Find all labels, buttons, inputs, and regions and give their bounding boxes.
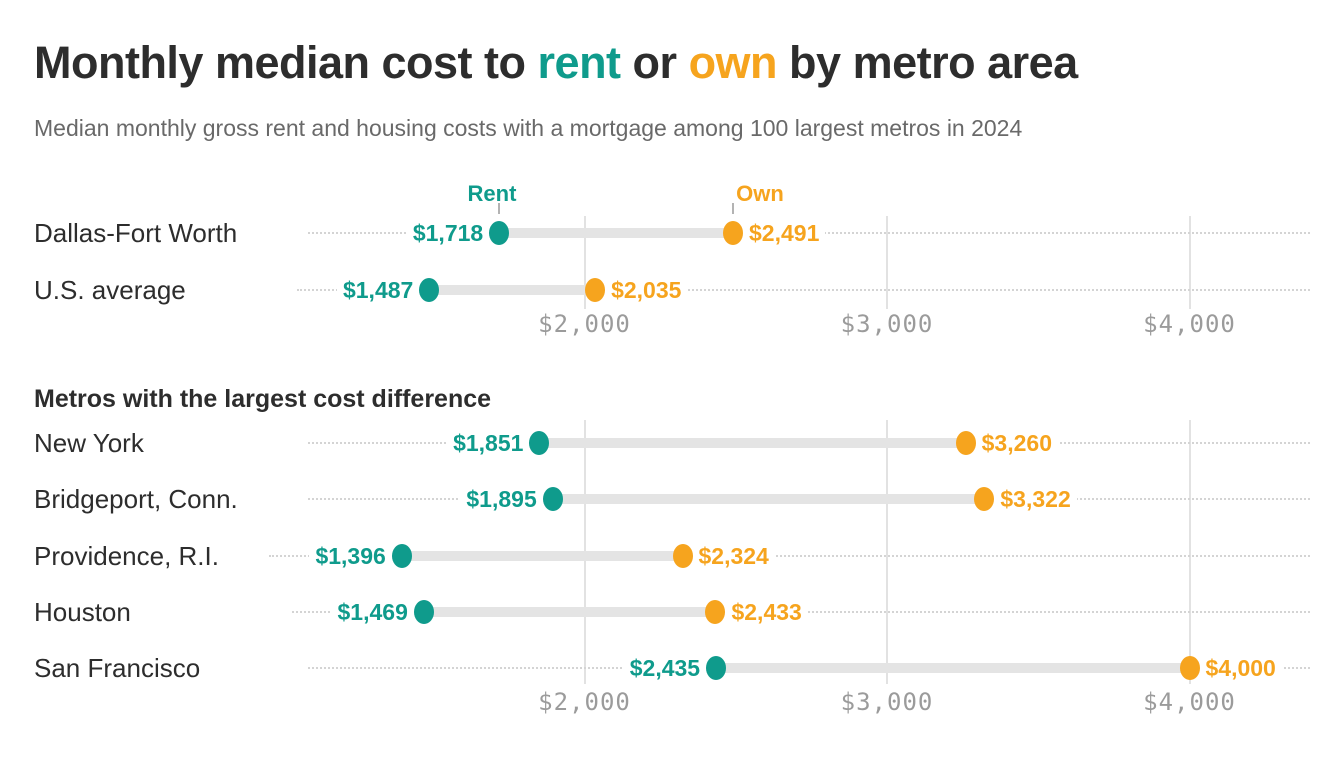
- rent-dot: [529, 431, 550, 455]
- own-dot: [1179, 656, 1200, 680]
- rent-dot: [542, 487, 563, 512]
- title-tail: by metro area: [777, 37, 1078, 88]
- metro-label: New York: [34, 428, 144, 458]
- connector-bar: [423, 606, 716, 617]
- own-dot: [705, 599, 726, 624]
- rent-value-label: $1,851: [447, 428, 530, 458]
- connector-bar: [429, 285, 596, 295]
- own-value-label: $3,260: [975, 428, 1058, 458]
- x-axis-label: $2,000: [538, 688, 631, 716]
- x-axis-label: $3,000: [840, 310, 934, 338]
- rent-dot: [413, 599, 434, 624]
- legend-rent-label: Rent: [467, 181, 517, 206]
- connector-bar: [499, 228, 734, 238]
- rent-value-label: $1,718: [406, 218, 490, 248]
- gridline-2000: [583, 216, 586, 309]
- own-dot: [723, 221, 744, 245]
- rent-value-label: $1,895: [460, 484, 543, 515]
- title-own-word: own: [688, 37, 778, 88]
- own-value-label: $2,035: [605, 275, 688, 305]
- gridline-4000: [1188, 216, 1191, 309]
- own-dot: [585, 278, 606, 302]
- own-value-label: $2,433: [725, 596, 808, 627]
- chart-title: Monthly median cost to rent or own by me…: [34, 36, 1078, 90]
- own-dot: [955, 431, 976, 455]
- title-rent-word: rent: [537, 37, 622, 88]
- gridline-3000: [886, 216, 888, 309]
- rent-dot: [489, 221, 510, 245]
- title-mid: or: [620, 37, 689, 88]
- connector-bar: [539, 438, 966, 448]
- own-value-label: $2,491: [743, 218, 826, 248]
- rent-value-label: $1,469: [331, 596, 414, 627]
- rent-value-label: $2,435: [623, 653, 707, 683]
- own-value-label: $4,000: [1199, 653, 1282, 683]
- leader-line: [297, 289, 1310, 291]
- rent-value-label: $1,487: [336, 275, 420, 305]
- section-heading: Metros with the largest cost difference: [34, 385, 492, 413]
- x-axis-label: $3,000: [840, 688, 934, 716]
- own-value-label: $2,324: [692, 540, 775, 571]
- title-lead: Monthly median cost to: [34, 37, 538, 88]
- leader-line: [269, 554, 1310, 557]
- legend-own-label: Own: [736, 181, 784, 206]
- chart-subtitle: Median monthly gross rent and housing co…: [34, 115, 1023, 141]
- rent-dot: [419, 278, 440, 302]
- metro-label: U.S. average: [34, 275, 186, 305]
- connector-bar: [552, 494, 985, 505]
- metro-label: Providence, R.I.: [34, 540, 219, 571]
- rent-dot: [391, 543, 412, 568]
- connector-bar: [716, 663, 1190, 673]
- gridline-3000: [886, 420, 888, 684]
- x-axis-label: $4,000: [1143, 688, 1236, 716]
- rent-value-label: $1,396: [309, 540, 392, 571]
- own-dot: [974, 487, 995, 512]
- x-axis-label: $4,000: [1143, 310, 1236, 338]
- metro-label: San Francisco: [34, 653, 201, 683]
- x-axis-label: $2,000: [538, 310, 631, 338]
- connector-bar: [401, 550, 683, 561]
- own-dot: [672, 543, 693, 568]
- rent-dot: [706, 656, 727, 680]
- legend-own-tick: [732, 203, 734, 214]
- legend-rent-tick: [498, 203, 500, 214]
- gridline-4000: [1188, 420, 1191, 684]
- metro-label: Bridgeport, Conn.: [34, 484, 238, 515]
- metro-label: Dallas-Fort Worth: [34, 218, 238, 248]
- own-value-label: $3,322: [994, 484, 1077, 515]
- metro-label: Houston: [34, 596, 131, 627]
